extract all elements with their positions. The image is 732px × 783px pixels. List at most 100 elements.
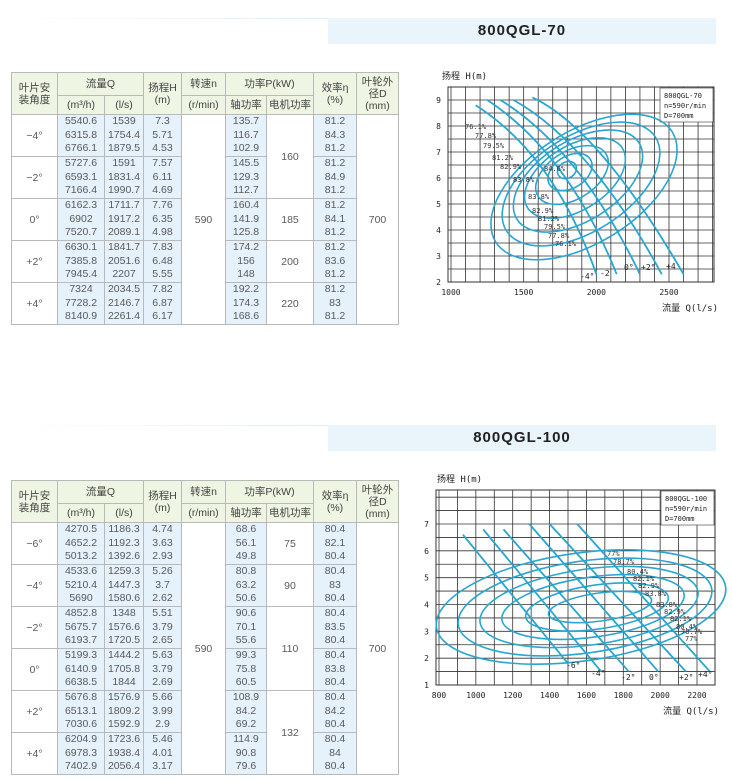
efficiency-label: 81.2% [492, 154, 514, 162]
y-tick-label: 6 [424, 547, 429, 556]
shaft-power-value: 156 [237, 254, 255, 267]
shaft-power: 135.7 116.7 102.9 [225, 114, 267, 157]
flow-m3h: 4852.8 5675.7 6193.7 [57, 606, 105, 649]
efficiency: 81.2 83.6 81.2 [313, 240, 357, 283]
head-value: 3.99 [152, 704, 173, 717]
efficiency-label: 83.8% [645, 590, 667, 598]
shaft-power-value: 56.1 [235, 536, 257, 549]
head-value: 7.76 [152, 199, 173, 212]
motor-power-cell: 200 [266, 240, 314, 283]
header-eff-label: 效率η [321, 489, 349, 502]
flow-ls-value: 1711.7 [108, 199, 140, 212]
flow-ls-value: 1831.4 [107, 170, 141, 183]
blade-angle-curve [576, 523, 711, 673]
flow-m3h-value: 6593.1 [64, 170, 98, 183]
flow-ls-value: 1348 [112, 607, 136, 620]
flow-ls: 1591 1831.4 1990.7 [104, 156, 144, 199]
header-flow-m3h: (m³/h) [57, 503, 105, 523]
blade-angle-label: +4 [666, 262, 676, 271]
table-row-group: +4° 7324 7728.2 8140.9 2034.5 2146.7 2261.4 7.8… [11, 282, 399, 325]
flow-m3h-value: 6902 [69, 212, 93, 225]
legend-text: n=590r/min [664, 102, 706, 110]
head-value: 4.98 [152, 226, 173, 239]
blade-angle-curve [475, 104, 598, 275]
y-tick-label: 5 [436, 200, 441, 209]
head-value: 5.26 [152, 565, 173, 578]
flow-m3h: 5727.6 6593.1 7166.4 [57, 156, 105, 199]
header-head-unit: (m) [154, 93, 171, 106]
efficiency-label: 81.2% [538, 215, 560, 223]
diameter-cell: 700 [356, 114, 399, 325]
shaft-power-value: 49.8 [235, 550, 257, 563]
head: 7.3 5.71 4.53 [143, 114, 182, 157]
efficiency-value: 83 [329, 578, 341, 591]
table-row-group: +2° 6630.1 7385.8 7945.4 1841.7 2051.6 2207 7.8… [11, 240, 399, 283]
flow-m3h-value: 7520.7 [64, 226, 98, 239]
efficiency-value: 83 [329, 296, 341, 309]
speed-cell: 590 [181, 114, 226, 325]
efficiency-label: 80.4% [627, 568, 649, 576]
header-dia-label: 叶轮外径D [361, 483, 394, 508]
head-value: 7.83 [152, 241, 173, 254]
motor-power-cell: 160 [266, 114, 314, 199]
shaft-power-value: 192.2 [232, 283, 260, 296]
header-head: 扬程H (m) [143, 480, 182, 523]
flow-ls-value: 1720.5 [107, 634, 141, 647]
flow-m3h-value: 6513.1 [64, 704, 98, 717]
head: 5.63 3.79 2.69 [143, 648, 182, 691]
flow-m3h: 4270.5 4652.2 5013.2 [57, 522, 105, 565]
efficiency-label: 82.1% [670, 615, 692, 623]
flow-ls-value: 2056.4 [107, 760, 141, 773]
flow-ls: 1348 1576.6 1720.5 [104, 606, 144, 649]
x-tick-label: 2000 [587, 288, 606, 297]
efficiency-contour [524, 582, 670, 632]
head: 7.76 6.35 4.98 [143, 198, 182, 241]
flow-ls-value: 1259.3 [107, 565, 141, 578]
flow-m3h: 5676.8 6513.1 7030.6 [57, 690, 105, 733]
efficiency-value: 84.3 [324, 128, 346, 141]
blade-angle-label: -4° [580, 272, 594, 281]
shaft-power-value: 75.8 [235, 662, 257, 675]
header-eff-unit: (%) [326, 93, 344, 106]
efficiency-value: 81.2 [324, 157, 346, 170]
flow-ls-value: 1723.6 [107, 733, 141, 746]
flow-m3h-value: 7324 [69, 283, 93, 296]
header-head-unit: (m) [154, 501, 171, 514]
flow-ls-value: 1576.6 [107, 620, 141, 633]
shaft-power-value: 125.8 [232, 226, 260, 239]
shaft-power-value: 68.6 [235, 523, 257, 536]
head-value: 3.79 [152, 620, 173, 633]
flow-m3h-value: 7402.9 [64, 760, 98, 773]
flow-m3h-value: 7945.4 [64, 268, 98, 281]
efficiency-contour [501, 121, 661, 247]
efficiency-contour [556, 160, 578, 180]
y-tick-label: 4 [436, 226, 441, 235]
shaft-power-value: 116.7 [233, 128, 259, 141]
efficiency-value: 84.9 [324, 170, 346, 183]
y-axis-label: 扬程 H(m) [442, 70, 487, 82]
head-value: 5.51 [152, 607, 173, 620]
angle-cell: +4° [11, 282, 58, 325]
efficiency-label: 82.9% [532, 207, 554, 215]
head-value: 2.65 [152, 634, 173, 647]
head: 4.74 3.63 2.93 [143, 522, 182, 565]
efficiency-value: 80.4 [324, 718, 346, 731]
head: 7.57 6.11 4.69 [143, 156, 182, 199]
flow-ls: 1444.2 1705.8 1844 [104, 648, 144, 691]
flow-ls-value: 1705.8 [107, 662, 141, 675]
flow-m3h-value: 7030.6 [64, 718, 98, 731]
header-angle: 叶片安装角度 [11, 72, 58, 115]
flow-ls-value: 1580.6 [107, 592, 141, 605]
blade-angle-curve [486, 99, 618, 275]
head-value: 2.69 [152, 676, 173, 689]
head-value: 6.11 [152, 170, 173, 183]
head: 5.26 3.7 2.62 [143, 564, 182, 607]
head-value: 5.46 [152, 733, 173, 746]
motor-power-cell: 132 [266, 690, 314, 775]
shaft-power-value: 108.9 [232, 691, 260, 704]
shaft-power: 174.2 156 148 [225, 240, 267, 283]
efficiency-value: 81.2 [324, 241, 346, 254]
efficiency-value: 80.4 [324, 760, 346, 773]
blade-angle-curve [482, 528, 602, 673]
flow-m3h-value: 5540.6 [64, 115, 98, 128]
